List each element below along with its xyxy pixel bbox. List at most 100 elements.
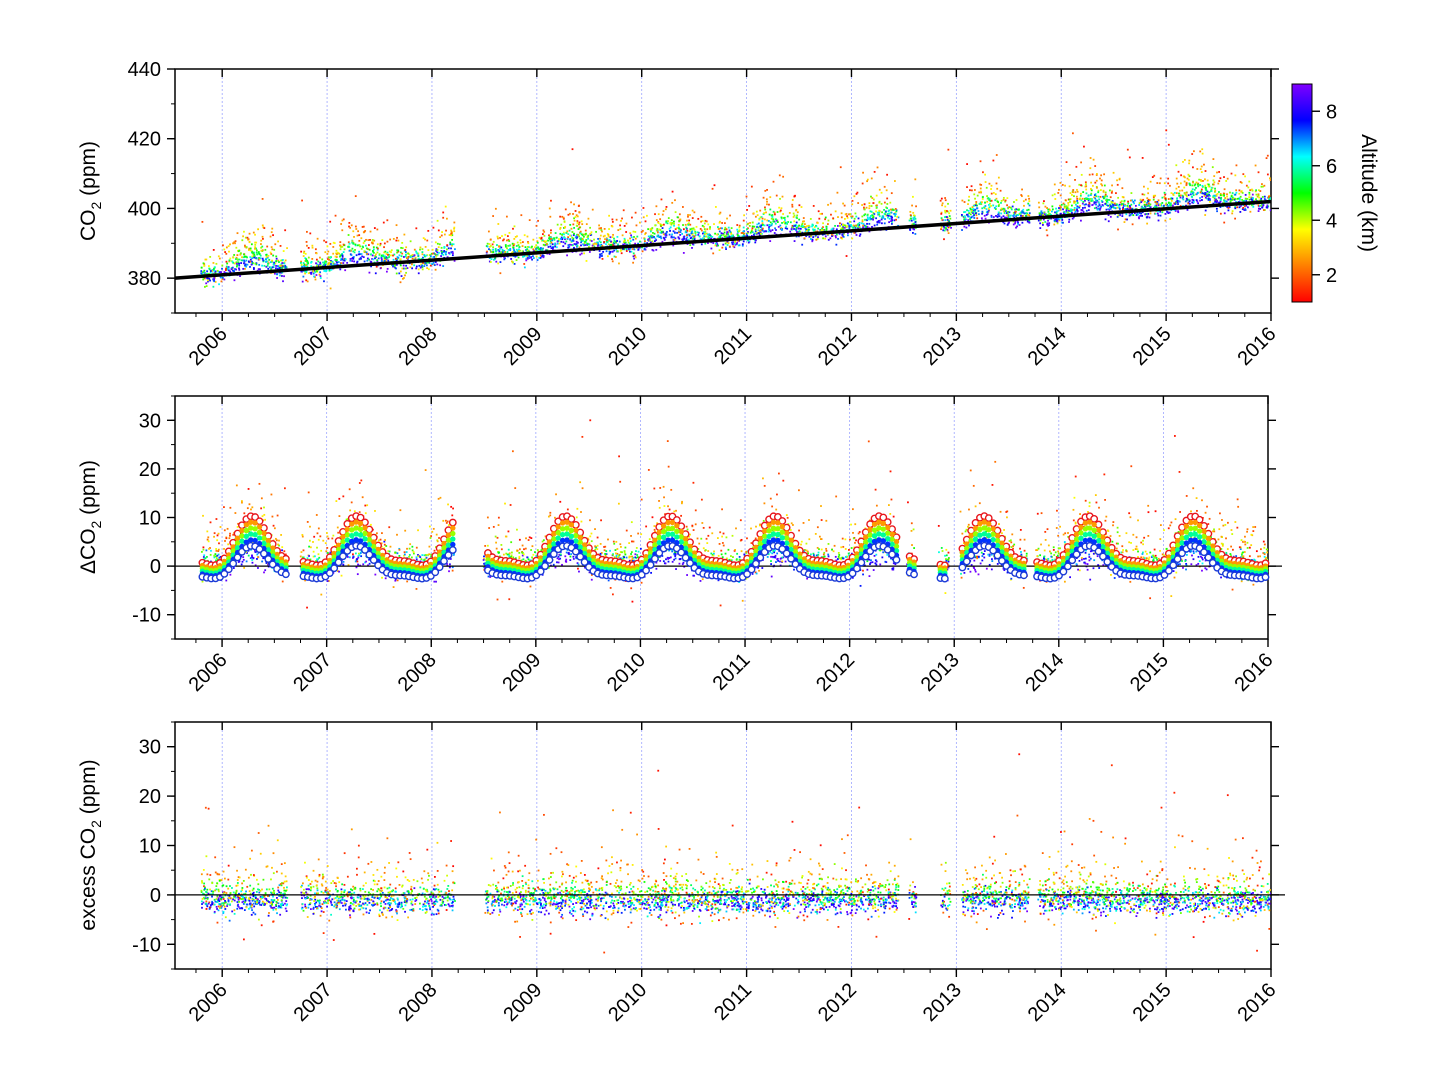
data-point: [554, 245, 556, 248]
data-point: [325, 263, 328, 265]
data-point: [576, 215, 579, 218]
data-point: [719, 237, 721, 240]
data-point: [1097, 207, 1100, 210]
data-point: [1076, 190, 1079, 193]
data-point: [549, 236, 552, 239]
data-point: [1192, 550, 1195, 553]
data-point: [768, 213, 771, 216]
data-point: [972, 209, 975, 212]
data-point: [868, 207, 871, 210]
data-point: [324, 264, 326, 267]
data-point: [944, 209, 946, 212]
data-point: [946, 225, 949, 227]
data-point: [1067, 202, 1070, 204]
data-point: [446, 244, 449, 247]
data-point: [987, 207, 990, 210]
data-point: [878, 219, 881, 222]
data-point: [1174, 202, 1177, 205]
data-point: [890, 192, 893, 195]
data-point: [378, 254, 381, 257]
data-point: [207, 280, 209, 283]
data-point: [519, 249, 521, 252]
data-point: [1091, 198, 1093, 200]
data-point: [730, 227, 733, 230]
data-point: [655, 229, 658, 232]
data-point: [234, 262, 236, 265]
data-point: [673, 232, 676, 234]
data-point: [1201, 152, 1204, 155]
data-point: [1199, 184, 1201, 186]
data-point: [1146, 216, 1148, 219]
data-point: [1042, 214, 1044, 216]
data-point: [576, 244, 579, 247]
data-point: [647, 228, 650, 231]
data-point: [994, 199, 997, 202]
data-point: [658, 228, 661, 231]
data-point: [226, 268, 228, 271]
data-point: [883, 201, 886, 204]
data-point: [707, 236, 710, 239]
data-point: [676, 216, 679, 219]
data-point: [649, 239, 651, 241]
data-point: [316, 237, 319, 240]
data-point: [485, 251, 488, 254]
data-point: [990, 188, 992, 190]
data-point: [508, 231, 511, 234]
data-point: [503, 256, 506, 259]
data-point: [726, 233, 728, 235]
data-point: [835, 243, 838, 246]
data-point: [970, 216, 973, 219]
data-point: [1097, 201, 1100, 204]
data-point: [1189, 193, 1192, 196]
data-point: [1185, 184, 1188, 187]
data-point: [981, 207, 984, 210]
data-point: [1183, 192, 1186, 194]
data-point: [212, 268, 215, 271]
data-point: [1048, 222, 1051, 225]
data-point: [1212, 195, 1215, 198]
data-point: [979, 201, 982, 204]
data-point: [761, 217, 764, 220]
data-point: [367, 253, 370, 256]
data-point: [1214, 201, 1216, 204]
data-point: [708, 237, 711, 239]
data-point: [303, 250, 306, 253]
data-point: [775, 229, 777, 231]
data-point: [364, 230, 367, 232]
data-point: [371, 250, 374, 252]
data-point: [248, 247, 251, 250]
data-point: [673, 220, 675, 223]
data-point: [261, 264, 264, 267]
data-point: [436, 219, 439, 222]
data-point: [1103, 173, 1106, 176]
data-point: [376, 259, 379, 262]
data-point: [822, 226, 824, 229]
data-point: [1100, 183, 1103, 186]
data-point: [1204, 188, 1207, 190]
data-point: [727, 226, 730, 229]
data-point: [1002, 221, 1005, 224]
data-point: [1210, 190, 1213, 193]
data-point: [543, 230, 546, 233]
data-point: [868, 230, 871, 233]
data-point: [1218, 196, 1220, 199]
data-point: [511, 260, 513, 263]
data-point: [1239, 205, 1242, 207]
data-point: [1085, 209, 1088, 212]
data-point: [1204, 193, 1206, 196]
data-point: [992, 204, 995, 207]
data-point: [943, 229, 946, 232]
data-point: [254, 241, 257, 244]
data-point: [572, 234, 575, 236]
data-point: [451, 234, 454, 237]
data-point: [405, 267, 407, 270]
data-point: [268, 258, 271, 261]
data-point: [1225, 180, 1228, 182]
data-point: [225, 260, 228, 263]
data-point: [842, 235, 845, 238]
data-point: [637, 242, 639, 245]
data-point: [567, 213, 570, 216]
data-point: [1007, 207, 1010, 210]
data-point: [362, 246, 365, 249]
data-point: [1245, 184, 1248, 187]
